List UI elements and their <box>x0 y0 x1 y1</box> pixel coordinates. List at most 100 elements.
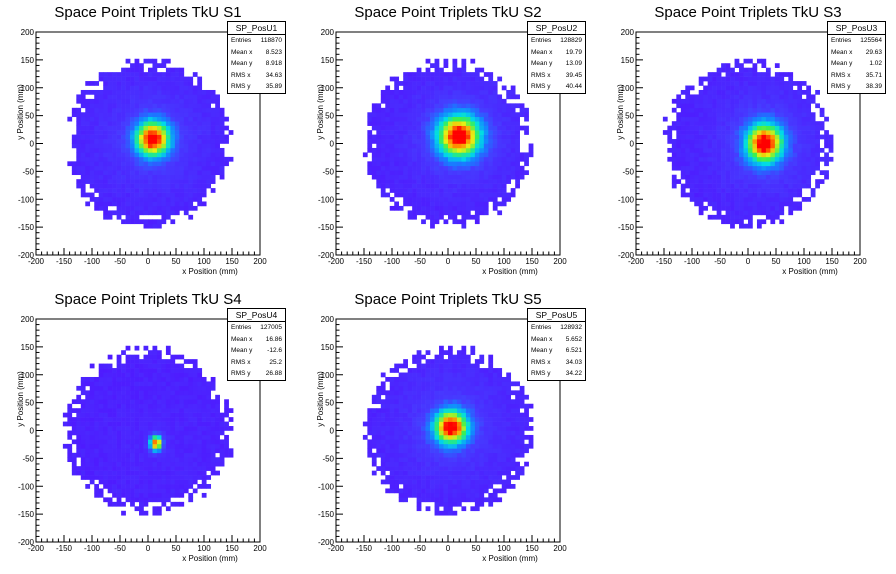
histogram-bin <box>206 134 212 140</box>
histogram-bin <box>730 174 735 180</box>
histogram-bin <box>174 403 180 409</box>
histogram-bin <box>98 421 104 427</box>
histogram-bin <box>188 381 194 387</box>
histogram-bin <box>152 475 158 480</box>
histogram-bin <box>774 201 780 207</box>
histogram-bin <box>743 223 749 229</box>
histogram-bin <box>112 210 117 216</box>
histogram-bin <box>739 197 744 202</box>
histogram-bin <box>461 179 467 184</box>
histogram-bin <box>761 76 767 82</box>
histogram-bin <box>134 192 140 198</box>
histogram-bin <box>224 443 229 449</box>
y-axis-title: y Position (mm) <box>616 84 625 140</box>
histogram-bin <box>407 85 413 91</box>
histogram-bin <box>748 94 753 100</box>
axes: -200 -150 -100 -50 0 50 100 150 200-200-150-100-… <box>18 315 267 553</box>
histogram-bin <box>748 188 753 193</box>
histogram-bin <box>443 156 449 162</box>
histogram-bin <box>116 152 122 158</box>
histogram-bin <box>143 399 149 405</box>
histogram-bin <box>492 179 498 184</box>
histogram-bin <box>730 143 735 149</box>
histogram-bin <box>461 130 467 135</box>
histogram-bin <box>139 390 144 396</box>
histogram-bin <box>76 121 82 126</box>
histogram-bin <box>174 103 180 109</box>
histogram-bin <box>756 134 762 140</box>
histogram-bin <box>152 107 158 113</box>
histogram-bin <box>112 121 117 126</box>
histogram-bin <box>734 147 740 153</box>
histogram-bin <box>385 112 391 118</box>
histogram-bin <box>425 390 431 396</box>
histogram-bin <box>94 492 100 498</box>
histogram-bin <box>774 116 780 122</box>
histogram-bin <box>425 470 431 476</box>
histogram-bin <box>125 421 131 427</box>
histogram-bin <box>192 412 198 418</box>
histogram-bin <box>456 112 462 118</box>
histogram-bin <box>112 179 117 184</box>
histogram-bin <box>756 152 762 158</box>
histogram-bin <box>71 170 77 176</box>
histogram-bin <box>815 179 820 184</box>
histogram-bin <box>385 421 391 427</box>
histogram-bin <box>412 359 417 364</box>
histogram-bin <box>403 174 408 180</box>
histogram-bin <box>465 89 471 95</box>
histogram-bin <box>398 125 404 131</box>
histogram-bin <box>116 72 122 77</box>
histogram-bin <box>103 85 108 91</box>
histogram-bin <box>179 156 185 162</box>
histogram-bin <box>98 147 104 153</box>
histogram-bin <box>103 394 108 400</box>
histogram-bin <box>748 81 753 86</box>
histogram-bin <box>510 152 516 158</box>
histogram-bin <box>165 372 171 378</box>
histogram-bin <box>770 179 776 184</box>
histogram-bin <box>76 143 82 149</box>
histogram-bin <box>156 412 162 418</box>
histogram-bin <box>730 210 735 216</box>
histogram-bin <box>174 205 180 211</box>
histogram-bin <box>716 188 722 193</box>
stats-row: Mean x 16.86 <box>228 334 285 346</box>
histogram-bin <box>770 152 776 158</box>
histogram-bin <box>94 434 100 440</box>
histogram-bin <box>689 165 695 171</box>
histogram-bin <box>407 121 413 126</box>
histogram-bin <box>192 403 198 409</box>
histogram-bin <box>80 475 86 480</box>
histogram-bin <box>116 130 122 135</box>
histogram-bin <box>765 205 771 211</box>
stats-value: 8.523 <box>265 48 282 56</box>
histogram-bin <box>815 161 820 167</box>
histogram-bin <box>161 501 167 507</box>
histogram-bin <box>156 103 162 109</box>
histogram-bin <box>743 205 749 211</box>
histogram-bin <box>698 174 704 180</box>
histogram-bin <box>121 201 126 207</box>
histogram-bin <box>398 143 404 149</box>
histogram-bin <box>394 112 400 118</box>
histogram-bin <box>143 439 149 445</box>
stats-box-title: SP_PosU4 <box>228 309 285 322</box>
histogram-bin <box>156 492 162 498</box>
histogram-bin <box>689 139 695 144</box>
histogram-bin <box>94 452 100 458</box>
histogram-bin <box>434 143 440 149</box>
histogram-bin <box>680 103 686 109</box>
histogram-bin <box>765 121 771 126</box>
histogram-bin <box>385 479 391 485</box>
histogram-bin <box>456 201 462 207</box>
histogram-bin <box>161 381 167 387</box>
histogram-bin <box>398 89 404 95</box>
histogram-bin <box>116 461 122 467</box>
histogram-bin <box>416 197 422 202</box>
histogram-bin <box>121 376 126 382</box>
histogram-bin <box>483 170 489 176</box>
histogram-bin <box>398 479 404 485</box>
histogram-bin <box>685 98 691 104</box>
histogram-bin <box>685 107 691 113</box>
